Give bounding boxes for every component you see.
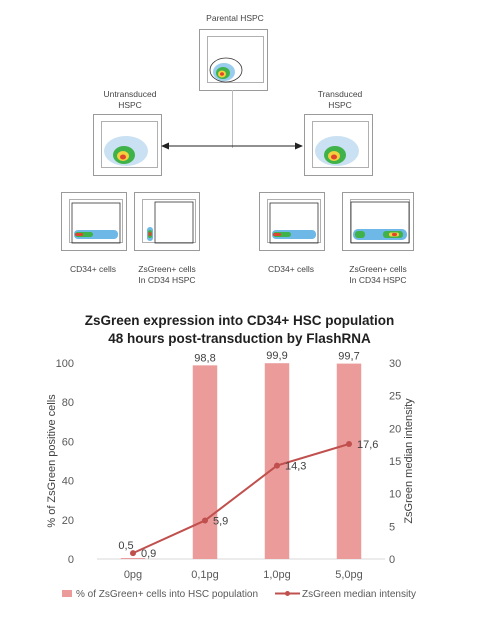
y-tick-label: 100 [56, 358, 74, 370]
line-point [346, 441, 352, 448]
y-axis-title: % of ZsGreen positive cells [46, 394, 58, 528]
y2-tick-label: 0 [389, 554, 395, 566]
legend-line-marker [285, 591, 290, 596]
left-cd34-label: CD34+ cells [69, 264, 117, 274]
untransduced-zsgreen-dots [147, 201, 194, 244]
untransduced-hspc-plot [93, 114, 162, 176]
transduced-zsgreen-plot [342, 192, 414, 251]
plot-frame [350, 199, 410, 243]
untransduced-label-line1: Untransduced [103, 89, 157, 99]
plot-frame [312, 121, 369, 168]
y-tick-label: 0 [68, 554, 74, 566]
chart-title-line2: 48 hours post-transduction by FlashRNA [108, 331, 371, 346]
bar-data-label: 99,9 [266, 350, 287, 362]
parental-hspc-plot [199, 29, 268, 91]
transduced-dot-cloud [315, 136, 359, 166]
line-data-label: 14,3 [285, 461, 306, 473]
untransduced-hspc-label: Untransduced HSPC [90, 89, 170, 111]
parental-hspc-label: Parental HSPC [206, 13, 264, 23]
transduced-hspc-label: Transduced HSPC [300, 89, 380, 111]
chart-title-line1: ZsGreen expression into CD34+ HSC popula… [84, 313, 395, 328]
plot-frame [101, 121, 158, 168]
transduced-hspc-plot [304, 114, 373, 176]
right-zsgreen-label: ZsGreen+ cells In CD34 HSPC [336, 264, 420, 286]
x-tick-label: 0,1pg [191, 569, 219, 581]
plot-frame [142, 199, 196, 243]
y-tick-label: 40 [62, 476, 74, 488]
bar-data-label: 0,5 [118, 540, 133, 552]
right-cd34-label: CD34+ cells [267, 264, 315, 274]
chart-title: ZsGreen expression into CD34+ HSC popula… [0, 312, 479, 348]
plot-frame [207, 36, 264, 83]
line-point [130, 550, 136, 557]
untransduced-cd34-dots [71, 202, 121, 244]
x-tick-label: 5,0pg [335, 569, 363, 581]
y2-tick-label: 15 [389, 456, 401, 468]
plot-frame [69, 199, 123, 243]
double-arrow [161, 142, 303, 150]
y-tick-label: 80 [62, 397, 74, 409]
untransduced-zsgreen-plot [134, 192, 200, 251]
y2-tick-label: 20 [389, 423, 401, 435]
line-point [274, 462, 280, 469]
y2-tick-label: 30 [389, 358, 401, 370]
left-zsgreen-label: ZsGreen+ cells In CD34 HSPC [125, 264, 209, 286]
bar [264, 363, 290, 559]
untransduced-label-line2: HSPC [118, 100, 142, 110]
y2-tick-label: 5 [389, 521, 395, 533]
untransduced-cd34-plot [61, 192, 127, 251]
line-data-label: 5,9 [213, 515, 228, 527]
y-tick-label: 60 [62, 436, 74, 448]
combo-chart: 0 20 40 60 80 100 0 5 10 15 20 25 30 % of ZsGreen pos… [46, 350, 416, 600]
legend-bar-swatch [62, 590, 72, 597]
bar-data-label: 99,7 [338, 351, 359, 363]
bar-data-label: 98,8 [194, 352, 215, 364]
line-series [132, 443, 350, 555]
x-tick-label: 0pg [124, 569, 142, 581]
untransduced-dot-cloud [104, 136, 148, 166]
transduced-cd34-plot [259, 192, 325, 251]
legend-line-label: ZsGreen median intensity [302, 589, 416, 600]
bar [192, 365, 218, 559]
left-zsgreen-label-line2: In CD34 HSPC [138, 275, 196, 285]
parental-dot-cloud [209, 57, 243, 83]
transduced-cd34-dots [269, 202, 319, 244]
x-tick-label: 1,0pg [263, 569, 291, 581]
y-tick-label: 20 [62, 515, 74, 527]
transduced-label-line1: Transduced [317, 89, 363, 99]
transduced-zsgreen-dots [350, 201, 410, 244]
right-zsgreen-label-line1: ZsGreen+ cells [349, 264, 407, 274]
transduced-label-line2: HSPC [328, 100, 352, 110]
line-point [202, 517, 208, 524]
y2-tick-label: 25 [389, 391, 401, 403]
bar [120, 558, 146, 559]
bar [336, 363, 362, 559]
parental-connector-line [232, 90, 233, 148]
left-zsgreen-label-line1: ZsGreen+ cells [138, 264, 196, 274]
right-zsgreen-label-line2: In CD34 HSPC [349, 275, 407, 285]
y2-tick-label: 10 [389, 489, 401, 501]
legend-bar-label: % of ZsGreen+ cells into HSC population [76, 589, 258, 600]
line-data-label: 0,9 [141, 548, 156, 560]
line-data-label: 17,6 [357, 439, 378, 451]
y2-axis-title: ZsGreen median intensity [403, 398, 415, 524]
plot-frame [267, 199, 321, 243]
